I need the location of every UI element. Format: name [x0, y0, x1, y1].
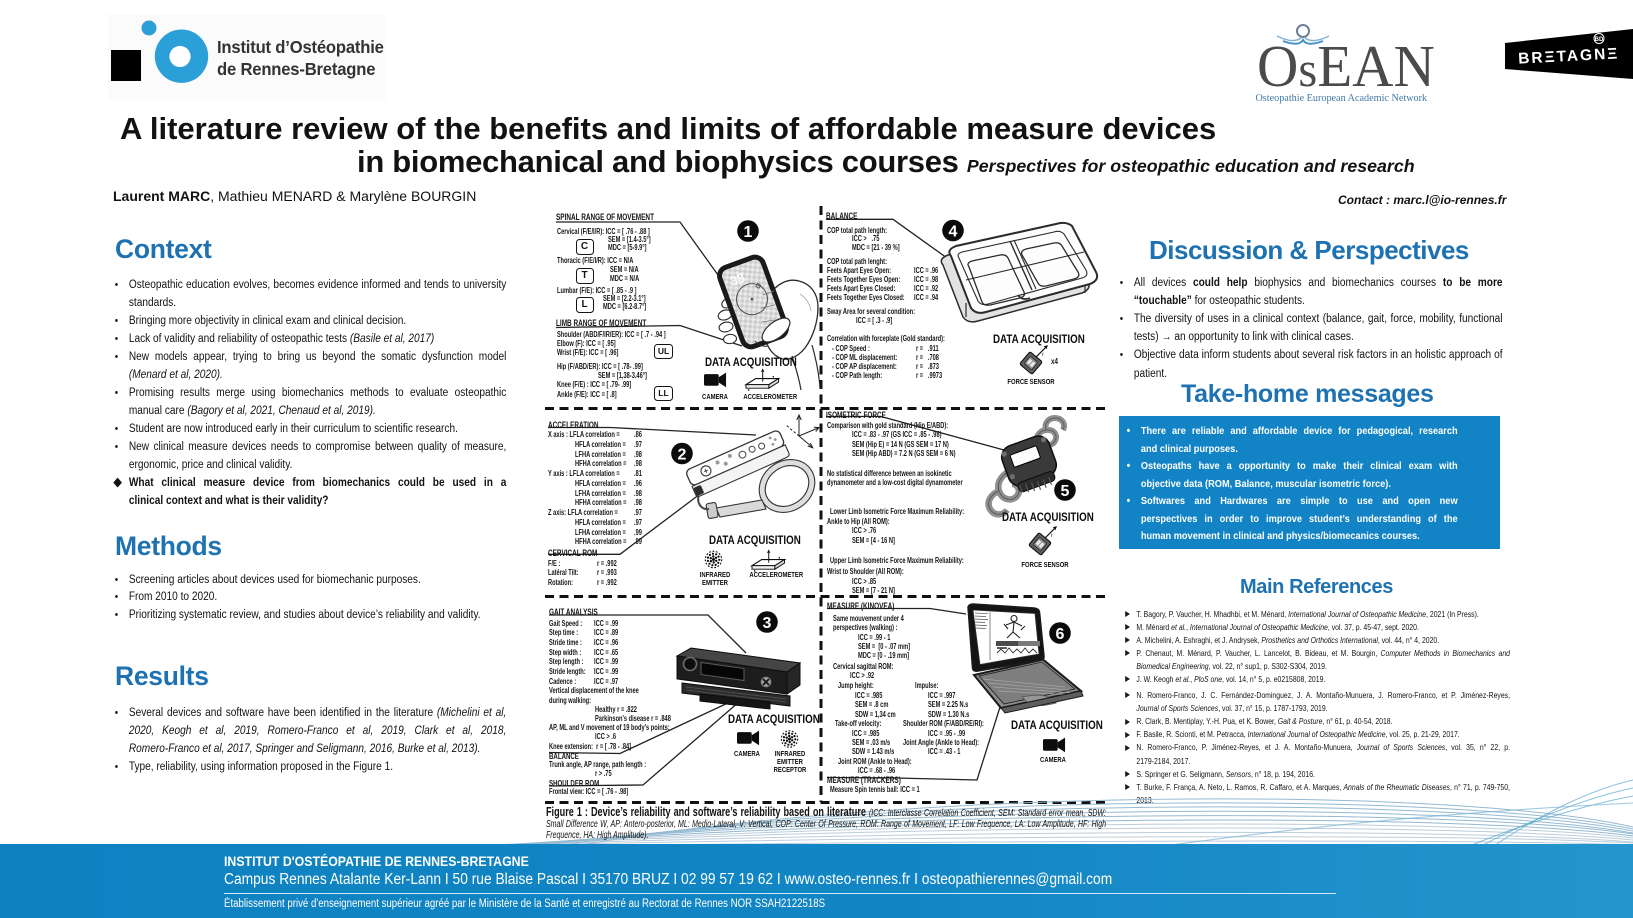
svg-text:BRΞTAGNΞ: BRΞTAGNΞ	[1518, 45, 1620, 67]
svg-text:r: r	[1051, 533, 1054, 539]
svg-text:3: 3	[763, 615, 772, 632]
svg-text:2: 2	[678, 446, 687, 463]
svg-text:5: 5	[1061, 483, 1070, 500]
svg-text:r: r	[1042, 352, 1045, 358]
svg-text:38: 38	[728, 270, 748, 289]
svg-text:6: 6	[1056, 626, 1065, 643]
svg-text:BD: BD	[1595, 37, 1604, 43]
svg-text:1: 1	[744, 224, 753, 241]
svg-text:4: 4	[949, 223, 958, 240]
